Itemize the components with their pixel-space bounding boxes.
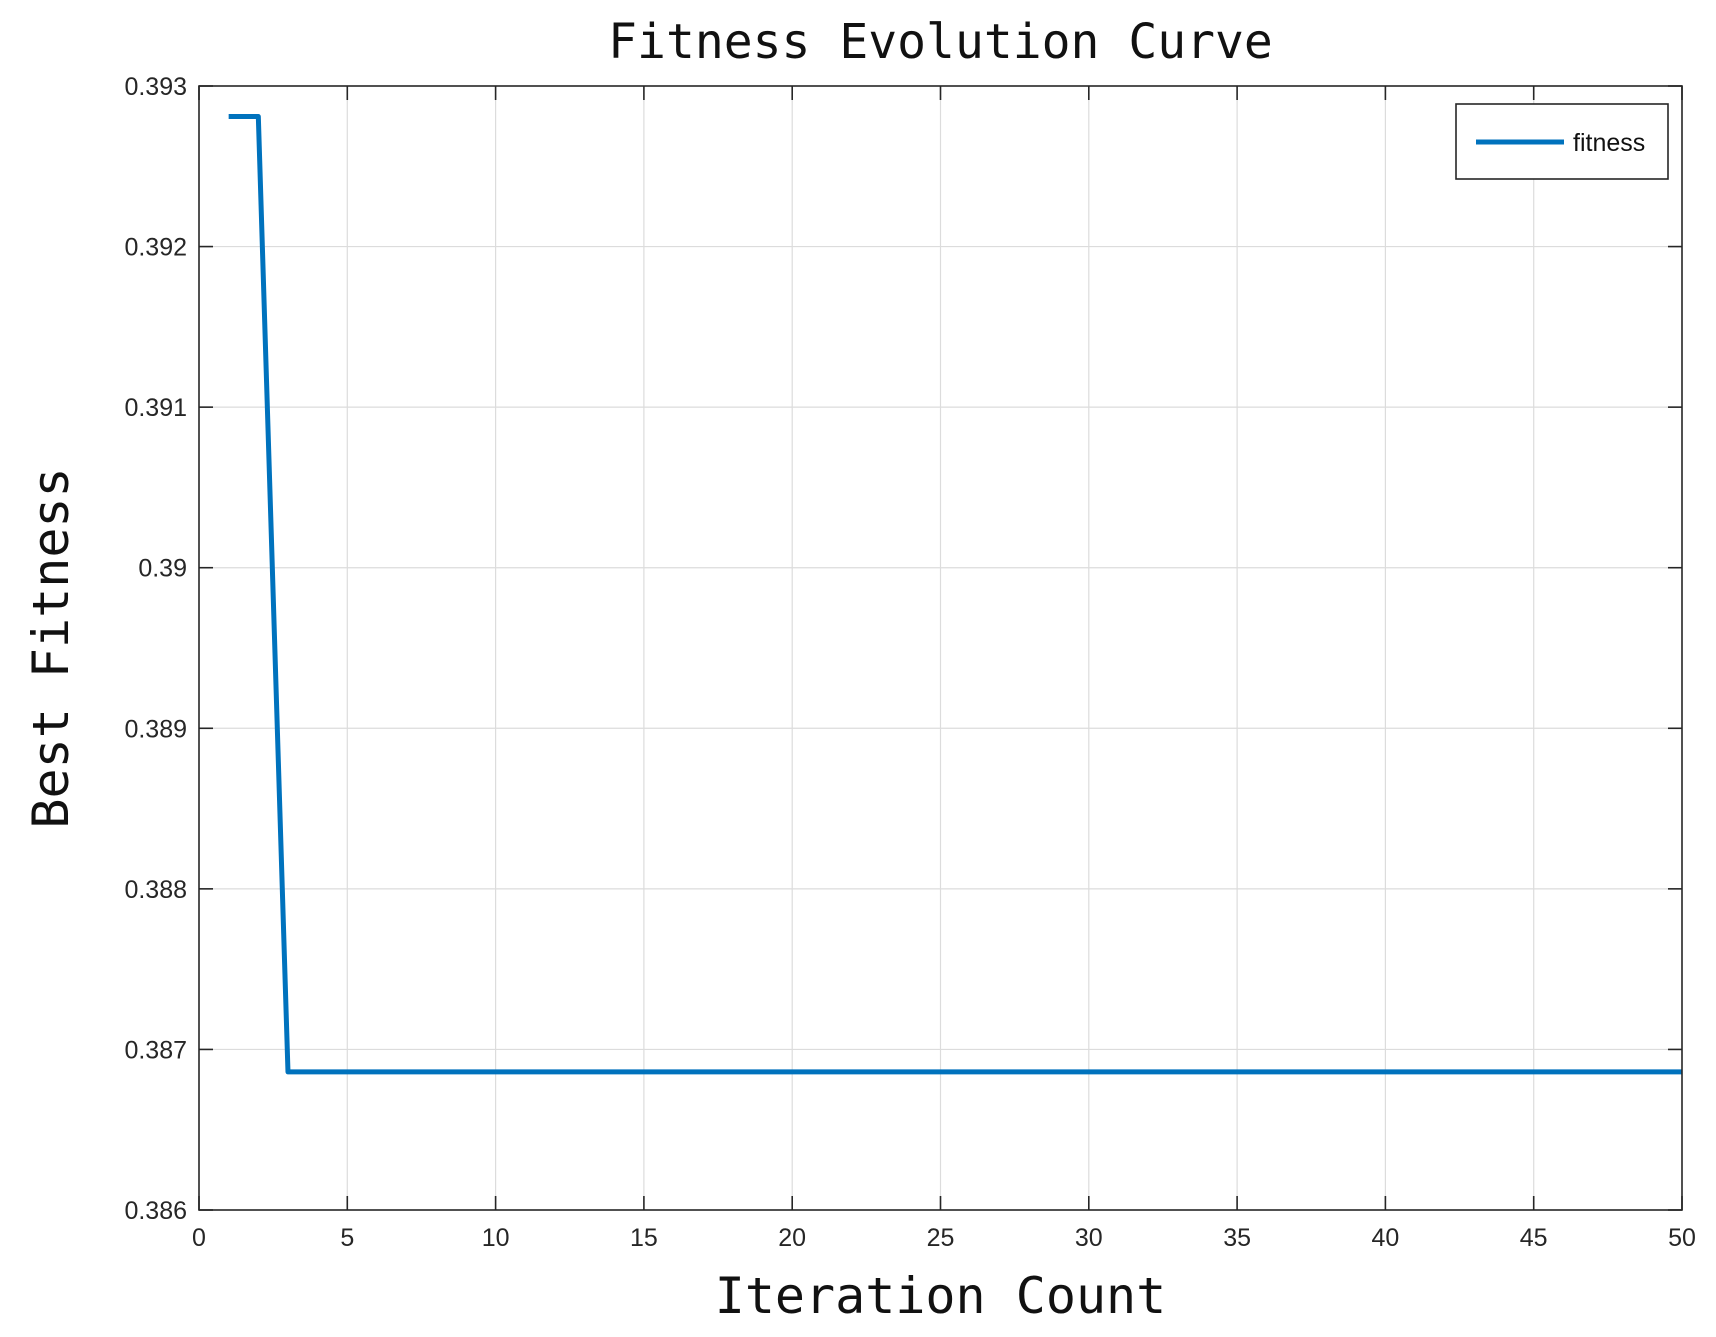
x-tick-label: 50: [1668, 1224, 1696, 1252]
y-tick-label: 0.389: [124, 715, 187, 743]
y-tick-label: 0.393: [124, 73, 187, 101]
x-tick-label: 5: [340, 1224, 354, 1252]
legend: fitness: [1455, 103, 1669, 180]
y-axis-label: Best Fitness: [22, 467, 80, 828]
x-tick-label: 35: [1223, 1224, 1251, 1252]
series-layer: [228, 114, 1682, 1075]
y-tick-label: 0.392: [124, 234, 187, 262]
legend-label-fitness: fitness: [1573, 129, 1645, 157]
x-tick-label: 30: [1075, 1224, 1103, 1252]
x-tick-labels: 0 5 10 15 20 25 30 35 40 45 50: [192, 1224, 1696, 1252]
series-line-fitness: [228, 114, 1682, 1075]
y-tick-labels: 0.386 0.387 0.388 0.389 0.39 0.391 0.392 0.393: [124, 73, 187, 1225]
tick-marks: [198, 85, 1683, 1211]
x-tick-label: 10: [482, 1224, 510, 1252]
x-tick-label: 40: [1371, 1224, 1399, 1252]
x-tick-label: 20: [778, 1224, 806, 1252]
y-tick-label: 0.388: [124, 876, 187, 904]
x-tick-label: 25: [927, 1224, 955, 1252]
y-tick-label: 0.387: [124, 1036, 187, 1064]
x-tick-label: 0: [192, 1224, 206, 1252]
x-tick-label: 15: [630, 1224, 658, 1252]
chart-title: Fitness Evolution Curve: [608, 14, 1273, 70]
y-tick-label: 0.386: [124, 1197, 187, 1225]
x-axis-label: Iteration Count: [715, 1267, 1167, 1325]
x-tick-label: 45: [1520, 1224, 1548, 1252]
grid-lines: [199, 86, 1682, 1210]
y-tick-label: 0.391: [124, 394, 187, 422]
y-tick-label: 0.39: [138, 555, 187, 583]
